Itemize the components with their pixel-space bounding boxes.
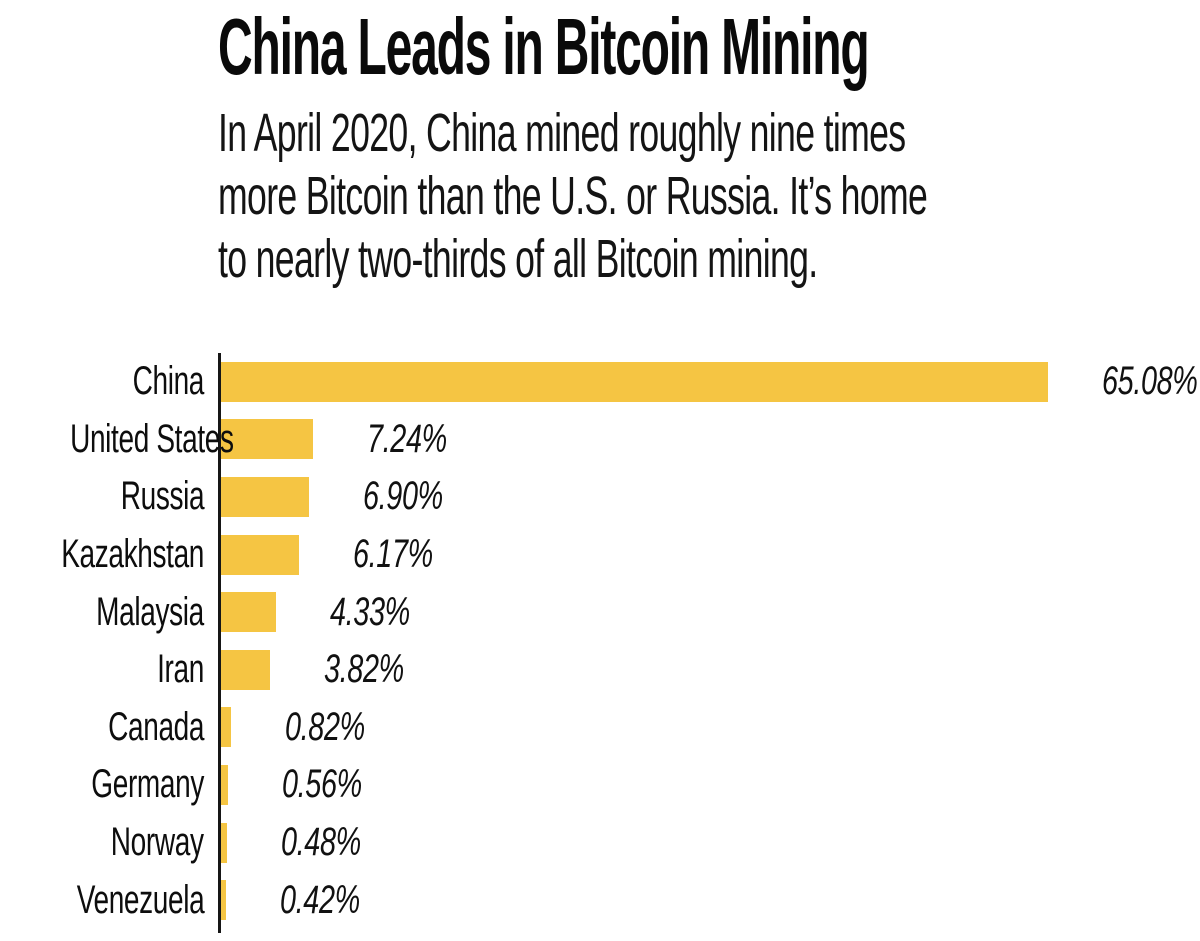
bar <box>221 592 276 633</box>
category-label: Kazakhstan <box>0 532 218 577</box>
value-label: 4.33% <box>330 590 441 635</box>
category-label: Russia <box>0 474 218 519</box>
value-label: 7.24% <box>367 417 478 462</box>
category-label-text: Iran <box>157 647 204 692</box>
value-label: 0.42% <box>280 878 391 923</box>
category-label: China <box>0 359 218 404</box>
value-label-text: 0.42% <box>280 877 361 922</box>
bar <box>221 361 1049 402</box>
chart-row: Germany 0.56% <box>0 756 1200 814</box>
category-label-text: United States <box>70 416 234 461</box>
subtitle-line-text: In April 2020, China mined roughly nine … <box>218 103 906 163</box>
chart-rows: China 65.08% United States 7.24% Russia 6.90%… <box>0 353 1200 935</box>
bar <box>221 649 270 690</box>
category-label-text: Kazakhstan <box>61 532 205 577</box>
chart-row: Canada 0.82% <box>0 699 1200 757</box>
chart-row: Iran 3.82% <box>0 641 1200 699</box>
category-label: United States <box>0 417 234 462</box>
category-label-text: Russia <box>120 474 205 519</box>
category-label-text: Venezuela <box>76 877 204 922</box>
category-label-text: Germany <box>91 762 204 807</box>
bar-chart: China 65.08% United States 7.24% Russia 6.90%… <box>0 353 1200 935</box>
page-title-text: China Leads in Bitcoin Mining <box>218 2 870 91</box>
header: China Leads in Bitcoin Mining In April 2… <box>218 4 1178 291</box>
value-label: 0.48% <box>281 820 392 865</box>
subtitle-line-text: to nearly two-thirds of all Bitcoin mini… <box>218 229 818 289</box>
category-label: Malaysia <box>0 590 218 635</box>
value-label: 6.90% <box>363 474 474 519</box>
chart-row: United States 7.24% <box>0 411 1200 469</box>
value-label-text: 3.82% <box>323 647 404 692</box>
category-label-text: Canada <box>108 704 204 749</box>
value-label-text: 65.08% <box>1102 359 1198 404</box>
value-label: 0.56% <box>282 762 393 807</box>
category-label: Germany <box>0 762 218 807</box>
subtitle-line: to nearly two-thirds of all Bitcoin mini… <box>218 228 1178 291</box>
category-label: Norway <box>0 820 218 865</box>
category-label-text: Norway <box>111 820 204 865</box>
category-label: Iran <box>0 647 218 692</box>
bar <box>221 534 300 575</box>
subtitle-line-text: more Bitcoin than the U.S. or Russia. It… <box>218 166 928 226</box>
bar <box>221 476 309 517</box>
value-label: 3.82% <box>324 647 435 692</box>
value-label: 6.17% <box>353 532 464 577</box>
chart-row: Venezuela 0.42% <box>0 871 1200 929</box>
value-label-text: 0.56% <box>282 762 362 807</box>
bar <box>221 419 313 460</box>
chart-row: Malaysia 4.33% <box>0 583 1200 641</box>
bar <box>221 880 227 921</box>
value-label: 0.82% <box>285 705 396 750</box>
chart-subtitle: In April 2020, China mined roughly nine … <box>218 102 1178 291</box>
chart-row: Kazakhstan 6.17% <box>0 526 1200 584</box>
value-label-text: 4.33% <box>330 589 410 634</box>
bar <box>221 707 232 748</box>
y-axis-line <box>218 353 221 933</box>
value-label: 65.08% <box>1102 359 1200 404</box>
category-label-text: Malaysia <box>96 589 204 634</box>
value-label-text: 7.24% <box>367 416 447 461</box>
value-label-text: 6.90% <box>362 474 443 519</box>
value-label-text: 0.82% <box>285 704 366 749</box>
value-label-text: 6.17% <box>353 532 434 577</box>
category-label-text: China <box>132 359 205 404</box>
chart-row: Norway 0.48% <box>0 814 1200 872</box>
subtitle-line: more Bitcoin than the U.S. or Russia. It… <box>218 165 1178 228</box>
category-label: Venezuela <box>0 878 218 923</box>
category-label: Canada <box>0 705 218 750</box>
page-title: China Leads in Bitcoin Mining <box>218 4 1178 90</box>
bar <box>221 822 228 863</box>
chart-row: Russia 6.90% <box>0 468 1200 526</box>
subtitle-line: In April 2020, China mined roughly nine … <box>218 102 1178 165</box>
value-label-text: 0.48% <box>281 820 361 865</box>
chart-row: China 65.08% <box>0 353 1200 411</box>
bar <box>221 764 229 805</box>
